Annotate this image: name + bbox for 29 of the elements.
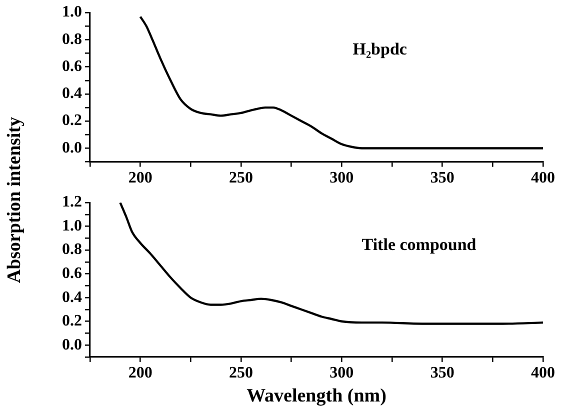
line-series [119,202,543,325]
x-tick-label: 300 [330,170,354,187]
x-tick-label: 400 [531,170,555,187]
annotation: H₂bpdc [352,39,408,58]
y-tick-label: 0.8 [62,241,82,258]
x-axis-title: Wavelength (nm) [246,386,386,407]
y-tick-label: 0.8 [62,30,82,48]
x-tick-label: 400 [531,364,555,382]
y-axis-title: Absorption intensity [4,116,26,284]
y-tick-label: 0.4 [62,288,82,306]
annotation: Title compound [362,235,477,254]
x-tick-label: 200 [128,364,152,382]
y-tick-label: 0.2 [62,312,82,330]
x-tick-label: 350 [430,170,454,187]
line-series [139,16,543,150]
x-tick-label: 300 [330,364,354,382]
y-tick-label: 0.0 [62,139,82,156]
y-tick-label: 1.2 [62,194,82,211]
x-tick-label: 250 [229,364,253,382]
y-tick-label: 1.0 [62,4,82,21]
y-tick-label: 0.6 [62,58,82,75]
x-tick-label: 350 [430,364,454,382]
x-tick-label: 250 [229,170,253,187]
x-tick-label: 200 [128,170,152,187]
y-tick-label: 0.4 [62,85,82,102]
y-tick-label: 0.6 [62,265,82,282]
y-tick-label: 1.0 [62,217,82,234]
y-tick-label: 0.2 [62,112,82,130]
y-tick-label: 0.0 [62,336,82,354]
